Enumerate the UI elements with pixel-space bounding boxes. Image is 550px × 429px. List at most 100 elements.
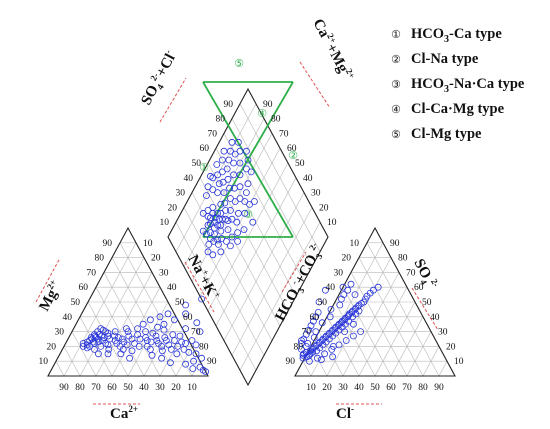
ca-tick-label: 70 [91,383,101,393]
diamond-point [230,159,238,167]
legend-number: ⑤ [391,128,401,141]
anion-point [344,286,352,294]
diamond-grid-line [231,118,313,267]
anion-point [369,286,377,294]
diamond-point [217,227,225,235]
anion-triangle-grid-line [390,316,424,377]
diamond-point [231,150,239,158]
cation-point [154,323,162,331]
so4-tick-label: 80 [398,254,408,264]
diamond-point [234,229,242,237]
anion-point [336,301,344,309]
cation-point [123,325,130,333]
svg-text:Cl-: Cl- [336,404,354,422]
diamond-point [242,165,250,173]
na-k-tick-label: 30 [159,268,169,278]
cation-point [160,326,168,334]
cation-triangle-grid-line [63,346,81,377]
cl-tick-label: 50 [370,383,380,393]
diamond-point [221,199,229,207]
ca-mg-tick-label: 80 [271,115,281,125]
diamond-point [224,226,232,234]
diamond-point [246,200,254,208]
anion-point [317,356,325,364]
anion-triangle-grid-line [422,346,440,377]
cation-point [134,325,142,333]
anion-point [351,291,359,299]
diamond-grid-line [223,133,305,282]
cation-point [182,301,190,309]
so4-cl-tick-label: 80 [216,115,226,125]
cation-point [111,328,119,336]
diamond-point [209,174,217,182]
cation-point [178,338,186,346]
axis-direction-hints [35,61,439,405]
diamond-point [249,218,257,226]
anion-triangle-grid-line [342,272,400,377]
anion-point [341,328,349,336]
hco3-tick-label: 50 [318,298,328,308]
na-k-tick-label: 40 [167,283,177,293]
diamond-point [223,165,231,173]
cation-point [139,320,147,328]
diamond-point [214,189,222,197]
cation-point [104,341,112,349]
anion-point [315,298,323,306]
so4-cl-tick-label: 90 [224,100,234,110]
so4-cl-tick-label: 20 [168,203,178,213]
na-k-tick-label: 80 [199,342,209,352]
anion-point [326,313,334,321]
cation-point [182,310,190,318]
diamond-grid-line [239,103,321,252]
diamond-point [209,251,217,259]
anion-point [342,337,350,344]
direction-hint [411,287,439,331]
diamond-frame [167,87,329,387]
anion-triangle-grid-line [406,331,432,377]
cation-point [87,334,95,341]
diamond-point [236,159,244,167]
anion-point [297,345,305,353]
zone-label: ③ [243,208,253,221]
diamond-grid-line [183,118,265,267]
direction-hint [299,61,331,109]
so4-cl-tick-label: 50 [192,159,202,169]
ca-mg-tick-label: 90 [263,100,273,110]
label-cl: Cl- [336,404,354,422]
diamond-point [228,233,236,241]
hco3-tick-label: 40 [326,283,336,293]
cl-tick-label: 70 [402,383,412,393]
cl-tick-label: 60 [386,383,396,393]
anion-point [335,341,343,349]
anion-triangle-grid-line [334,301,376,377]
grid-lines [55,103,448,377]
anion-point [339,283,347,291]
cation-point [79,342,87,350]
ca-mg-tick-label: 10 [327,218,337,228]
ca-mg-tick-label: 50 [295,159,305,169]
ca-mg-tick-label: 30 [311,189,321,199]
anion-point [321,350,329,358]
hco3-tick-label: 60 [310,313,320,323]
anion-triangle-grid-line [310,242,384,377]
mg-tick-label: 20 [47,342,57,352]
legend-number: ④ [391,103,401,116]
diamond-point [217,209,225,217]
so4-cl-tick-label: 70 [208,129,218,139]
cation-point [188,337,196,344]
legend-number: ③ [391,78,401,91]
diamond-point [226,184,234,192]
mg-tick-label: 70 [87,268,97,278]
ca-tick-label: 30 [155,383,165,393]
anion-point [309,348,317,356]
cl-tick-label: 20 [322,383,332,393]
diamond-point [204,183,212,191]
diamond-point [236,195,244,202]
diamond-point [242,189,250,197]
cation-point [182,325,190,333]
ca-mg-tick-label: 40 [303,174,313,184]
sample-points [79,138,382,376]
cation-point [117,350,125,358]
cation-point [182,339,190,347]
cation-point [192,341,200,349]
